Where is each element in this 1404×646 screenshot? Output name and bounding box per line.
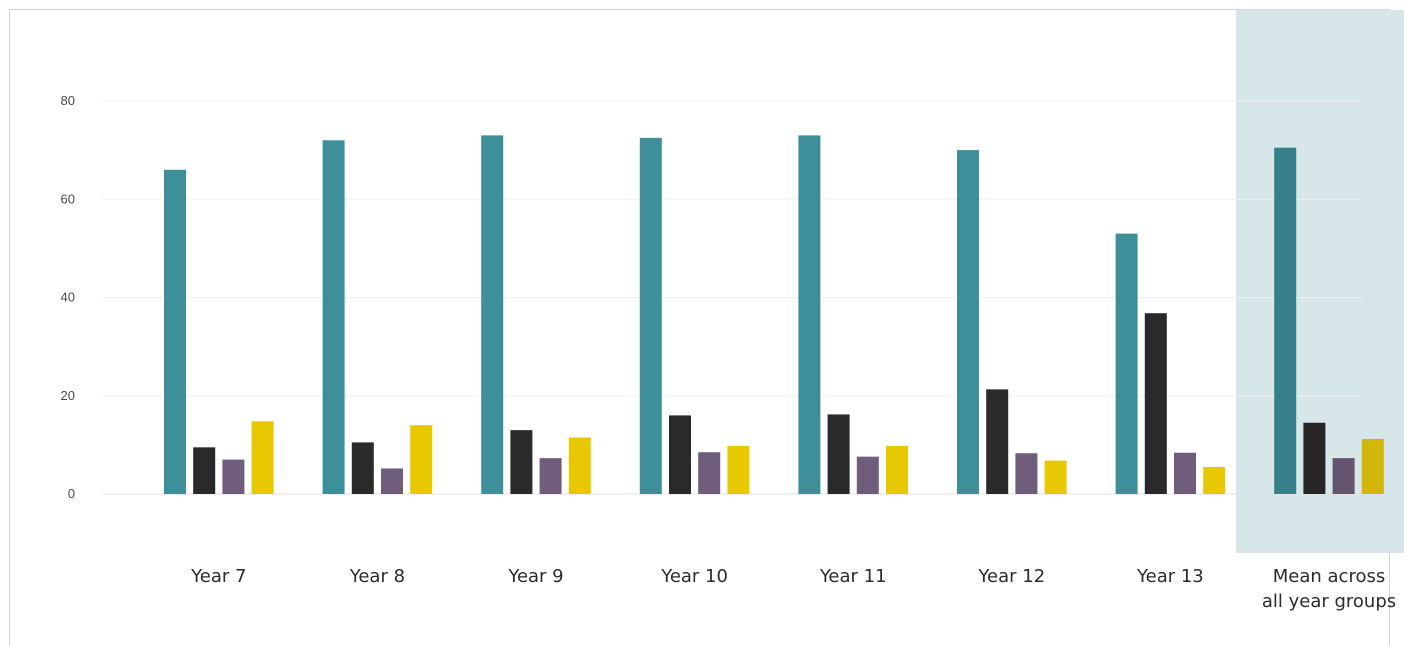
x-tick-label: Mean across all year groups	[1262, 566, 1396, 612]
bars	[164, 135, 1384, 495]
bar	[1303, 422, 1326, 494]
x-tick-label: Year 7	[190, 566, 246, 587]
bar	[251, 421, 274, 494]
bar	[639, 137, 662, 494]
x-tick-label: Year 8	[349, 566, 405, 587]
x-axis: Year 7 Year 8 Year 9 Year 10 Year 11 Year 12 Y…	[190, 566, 1396, 612]
bar	[568, 437, 591, 494]
bar	[1144, 313, 1167, 494]
x-tick-label: Year 12	[977, 566, 1045, 587]
bar	[510, 430, 533, 494]
x-tick-label: Year 10	[660, 566, 728, 587]
x-tick-label: Year 11	[819, 566, 887, 587]
x-tick-label: Year 9	[507, 566, 563, 587]
y-axis: 0 20 40 60 80	[61, 93, 75, 501]
bar	[1044, 460, 1067, 494]
bar	[1332, 458, 1355, 494]
frame-top-border	[9, 9, 1390, 10]
bar	[856, 456, 879, 494]
bar	[886, 445, 908, 494]
y-tick-label: 20	[61, 388, 75, 403]
bar	[1361, 438, 1384, 494]
bar	[1115, 233, 1138, 494]
bar	[669, 415, 691, 494]
y-tick-label: 80	[61, 93, 75, 108]
y-tick-label: 60	[61, 191, 75, 206]
bar	[322, 140, 345, 495]
gridlines	[103, 100, 1362, 495]
bar	[539, 458, 562, 494]
bar	[1203, 466, 1226, 494]
y-tick-label: 0	[68, 486, 75, 501]
bar	[1274, 147, 1297, 494]
bar	[193, 447, 216, 494]
bar	[957, 150, 979, 494]
x-tick-label: Year 13	[1136, 566, 1204, 587]
bar	[698, 452, 721, 494]
y-tick-label: 40	[61, 290, 75, 305]
bar	[381, 468, 403, 494]
bar	[798, 135, 821, 494]
bar	[727, 445, 750, 494]
bar	[164, 169, 186, 494]
bar	[410, 425, 433, 494]
bar	[827, 414, 850, 494]
bar	[986, 389, 1009, 494]
bar	[1174, 452, 1196, 494]
bar	[351, 442, 374, 494]
bar	[1015, 453, 1038, 494]
bar	[222, 459, 245, 494]
frame-left-border	[9, 9, 10, 646]
bar	[481, 135, 504, 494]
